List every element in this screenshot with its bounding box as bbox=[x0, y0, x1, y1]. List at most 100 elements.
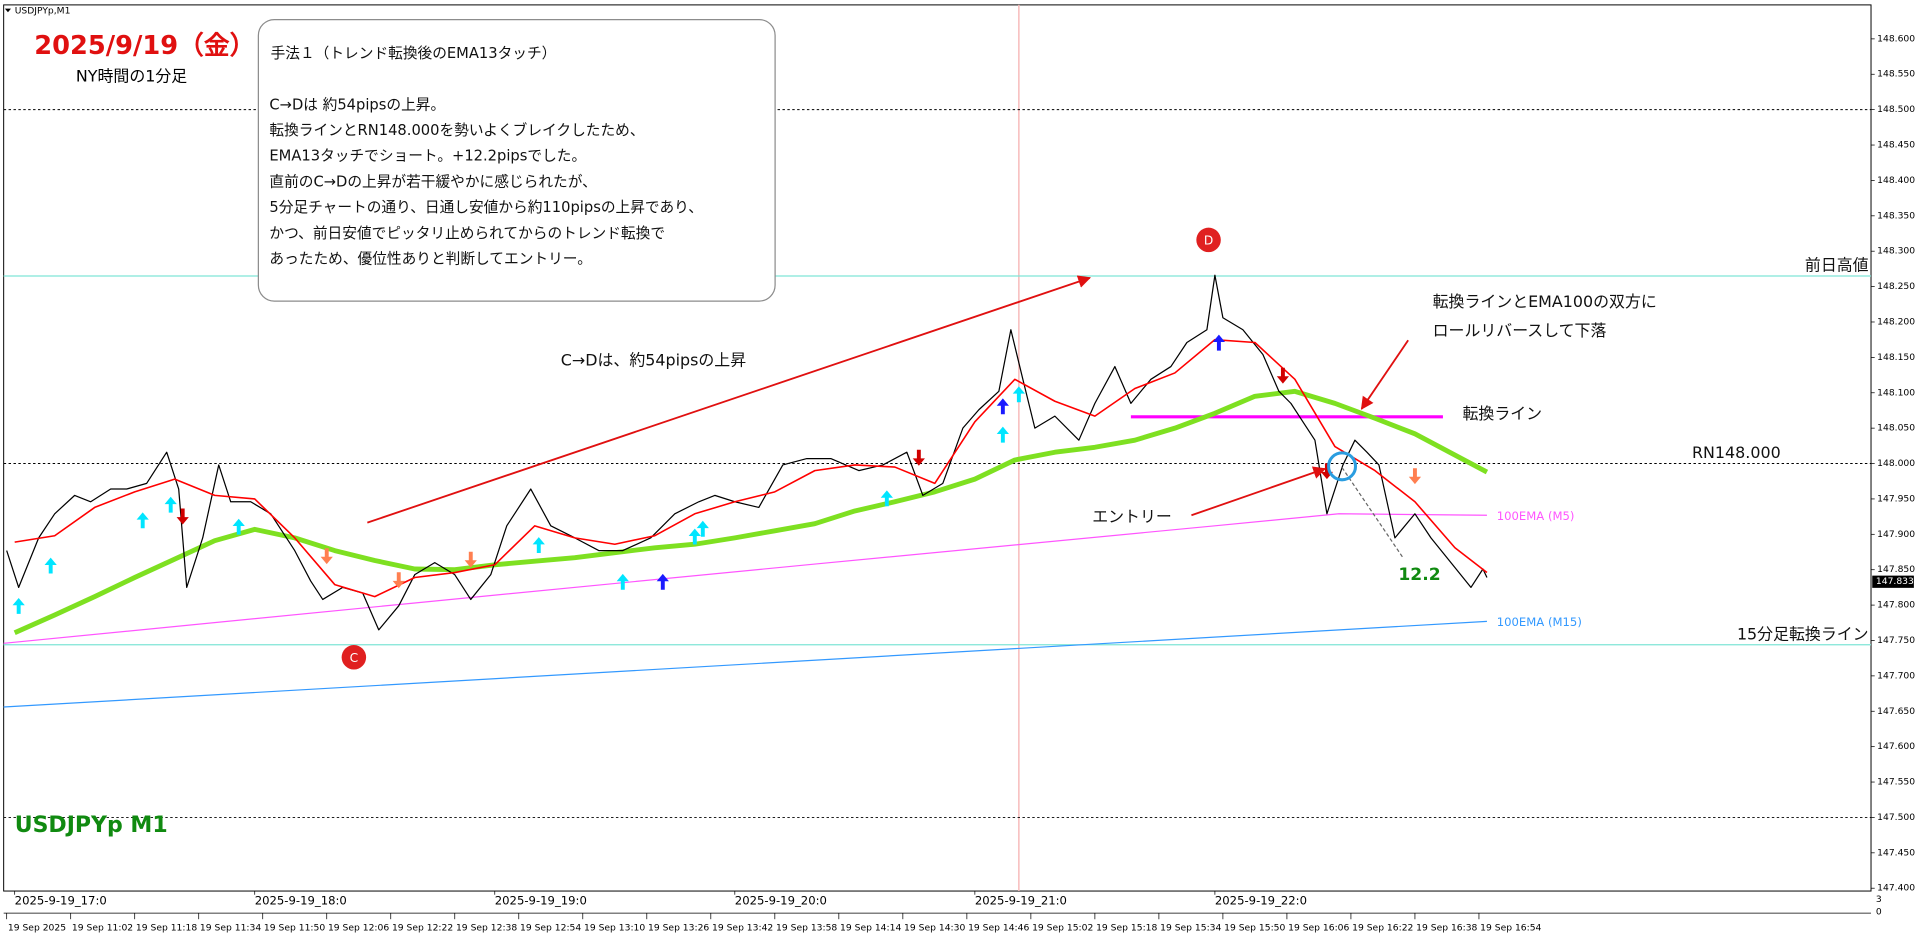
window-menu-icon[interactable] bbox=[4, 8, 12, 13]
note-line: あったため、優位性ありと判断してエントリー。 bbox=[269, 250, 592, 267]
profit-label: 12.2 bbox=[1398, 565, 1440, 585]
signal-arrow bbox=[136, 512, 149, 529]
x-tick-label: 19 Sep 13:10 bbox=[584, 922, 645, 933]
signal-arrow bbox=[12, 597, 25, 614]
last-price-label: 147.833 bbox=[1876, 576, 1914, 587]
y-tick-label: 148.000 bbox=[1877, 458, 1915, 469]
note-line: 5分足チャートの通り、日通し安値から約110pipsの上昇であり、 bbox=[269, 199, 703, 216]
series-label: 100EMA (M5) bbox=[1497, 509, 1575, 523]
note-title: 手法１（トレンド転換後のEMA13タッチ） bbox=[271, 45, 557, 62]
x-tick-label: 19 Sep 13:58 bbox=[776, 922, 837, 933]
session-tick-label: 2025-9-19_22:0 bbox=[1215, 893, 1307, 907]
x-tick-label: 19 Sep 12:38 bbox=[456, 922, 517, 933]
axis-corner-label: 0 bbox=[1876, 906, 1882, 917]
y-tick-label: 147.500 bbox=[1877, 812, 1915, 823]
x-tick-label: 19 Sep 16:06 bbox=[1288, 922, 1349, 933]
annotation-arrow bbox=[1191, 466, 1327, 517]
note-line: EMA13タッチでショート。+12.2pipsでした。 bbox=[269, 148, 586, 165]
signal-arrow bbox=[996, 426, 1009, 443]
x-tick-label: 19 Sep 14:14 bbox=[840, 922, 901, 933]
x-tick-label: 19 Sep 11:34 bbox=[200, 922, 261, 933]
horizontal-line-label: RN148.000 bbox=[1692, 443, 1781, 462]
signal-arrow bbox=[912, 449, 925, 466]
x-tick-label: 19 Sep 14:30 bbox=[904, 922, 965, 933]
annotation: C→Dは、約54pipsの上昇 bbox=[561, 351, 746, 370]
signal-arrow bbox=[996, 398, 1009, 415]
y-tick-label: 148.150 bbox=[1877, 352, 1915, 363]
annotation: エントリー bbox=[1092, 507, 1172, 526]
annotation: 転換ラインとEMA100の双方に bbox=[1433, 292, 1657, 311]
y-tick-label: 148.450 bbox=[1877, 140, 1915, 151]
y-tick-label: 147.850 bbox=[1877, 564, 1915, 575]
session-tick-label: 2025-9-19_19:0 bbox=[495, 893, 587, 907]
x-tick-label: 19 Sep 16:22 bbox=[1352, 922, 1413, 933]
y-tick-label: 147.600 bbox=[1877, 741, 1915, 752]
x-tick-label: 19 Sep 13:42 bbox=[712, 922, 773, 933]
y-tick-label: 147.650 bbox=[1877, 706, 1915, 717]
signal-arrow bbox=[532, 537, 545, 554]
annotation-arrow bbox=[1360, 339, 1409, 410]
session-tick-label: 2025-9-19_18:0 bbox=[255, 893, 347, 907]
annotation-arrow bbox=[367, 275, 1092, 524]
trend-change-label: 転換ライン bbox=[1463, 404, 1543, 423]
y-tick-label: 148.400 bbox=[1877, 175, 1915, 186]
y-tick-label: 148.300 bbox=[1877, 246, 1915, 257]
signal-arrow bbox=[1012, 386, 1025, 403]
y-tick-label: 148.250 bbox=[1877, 281, 1915, 292]
signal-arrow bbox=[1408, 468, 1422, 485]
note-line: 転換ラインとRN148.000を勢いよくブレイクしたため、 bbox=[269, 121, 644, 139]
note-box: 手法１（トレンド転換後のEMA13タッチ） C→Dは 約54pipsの上昇。 転… bbox=[257, 18, 776, 302]
x-tick-label: 19 Sep 11:50 bbox=[264, 922, 325, 933]
entry-circle bbox=[1327, 451, 1358, 482]
signal-arrow bbox=[1212, 334, 1226, 351]
x-tick-label: 19 Sep 2025 bbox=[8, 922, 66, 933]
series-line bbox=[3, 513, 1487, 644]
signal-arrow bbox=[232, 518, 245, 535]
x-tick-label: 19 Sep 16:54 bbox=[1480, 922, 1541, 933]
y-tick-label: 148.050 bbox=[1877, 423, 1915, 434]
x-tick-label: 19 Sep 15:34 bbox=[1160, 922, 1221, 933]
y-tick-label: 147.800 bbox=[1877, 600, 1915, 611]
annotation: ロールリバースして下落 bbox=[1433, 321, 1607, 340]
window-title: USDJPYp,M1 bbox=[15, 6, 71, 17]
y-tick-label: 147.450 bbox=[1877, 847, 1915, 858]
series-line bbox=[13, 388, 1489, 635]
signal-arrow bbox=[392, 572, 405, 589]
signal-arrow bbox=[616, 573, 629, 590]
chart-subtitle: NY時間の1分足 bbox=[76, 67, 187, 86]
x-tick-label: 19 Sep 12:54 bbox=[520, 922, 581, 933]
note-line: 直前のC→Dの上昇が若干緩やかに感じられたが、 bbox=[269, 173, 596, 190]
session-tick-label: 2025-9-19_20:0 bbox=[735, 893, 827, 907]
signal-arrow bbox=[688, 528, 701, 545]
y-tick-label: 147.400 bbox=[1877, 883, 1915, 894]
series-line bbox=[6, 274, 1488, 631]
axis-corner-label: 3 bbox=[1876, 894, 1882, 905]
point-c-label: C bbox=[350, 651, 359, 665]
x-tick-label: 19 Sep 13:26 bbox=[648, 922, 709, 933]
x-tick-label: 19 Sep 15:18 bbox=[1096, 922, 1157, 933]
y-tick-label: 148.600 bbox=[1877, 33, 1915, 44]
x-tick-label: 19 Sep 15:50 bbox=[1224, 922, 1285, 933]
horizontal-line-label: 15分足転換ライン bbox=[1737, 624, 1869, 643]
y-tick-label: 147.550 bbox=[1877, 777, 1915, 788]
y-tick-label: 147.950 bbox=[1877, 493, 1915, 504]
last-price-box bbox=[1872, 575, 1914, 588]
signal-arrow bbox=[656, 573, 669, 590]
x-tick-label: 19 Sep 14:46 bbox=[968, 922, 1029, 933]
signal-arrow bbox=[1276, 367, 1290, 384]
y-tick-label: 147.750 bbox=[1877, 635, 1915, 646]
signal-arrow bbox=[164, 496, 177, 513]
signal-arrow bbox=[464, 551, 477, 568]
y-tick-label: 147.700 bbox=[1877, 670, 1915, 681]
signal-arrow bbox=[696, 520, 709, 537]
y-tick-label: 147.900 bbox=[1877, 529, 1915, 540]
signal-arrow bbox=[320, 548, 333, 565]
horizontal-line-label: 前日高値 bbox=[1805, 256, 1869, 275]
x-tick-label: 19 Sep 11:02 bbox=[72, 922, 133, 933]
session-tick-label: 2025-9-19_17:0 bbox=[15, 893, 107, 907]
note-box-frame bbox=[257, 18, 776, 302]
y-tick-label: 148.200 bbox=[1877, 316, 1915, 327]
x-tick-label: 19 Sep 15:02 bbox=[1032, 922, 1093, 933]
